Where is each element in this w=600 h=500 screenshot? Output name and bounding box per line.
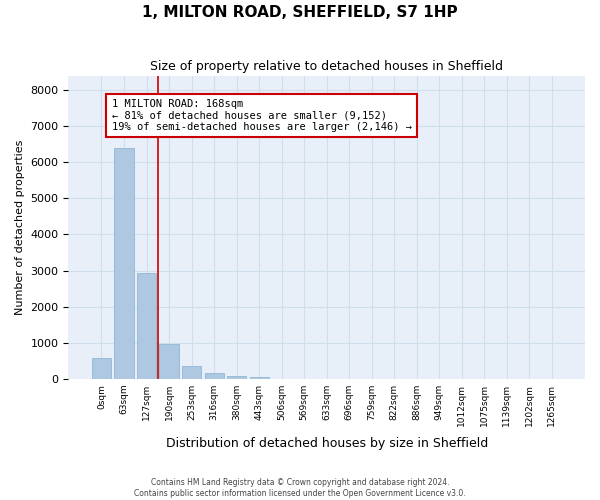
Bar — [250, 376, 269, 379]
Bar — [92, 358, 111, 379]
Bar — [160, 344, 179, 379]
Bar — [227, 376, 246, 379]
Y-axis label: Number of detached properties: Number of detached properties — [15, 140, 25, 315]
Title: Size of property relative to detached houses in Sheffield: Size of property relative to detached ho… — [150, 60, 503, 73]
Bar — [115, 148, 134, 379]
X-axis label: Distribution of detached houses by size in Sheffield: Distribution of detached houses by size … — [166, 437, 488, 450]
Text: 1, MILTON ROAD, SHEFFIELD, S7 1HP: 1, MILTON ROAD, SHEFFIELD, S7 1HP — [142, 5, 458, 20]
Bar — [182, 366, 201, 379]
Bar — [137, 274, 156, 379]
Text: Contains HM Land Registry data © Crown copyright and database right 2024.
Contai: Contains HM Land Registry data © Crown c… — [134, 478, 466, 498]
Text: 1 MILTON ROAD: 168sqm
← 81% of detached houses are smaller (9,152)
19% of semi-d: 1 MILTON ROAD: 168sqm ← 81% of detached … — [112, 99, 412, 132]
Bar — [205, 373, 224, 379]
